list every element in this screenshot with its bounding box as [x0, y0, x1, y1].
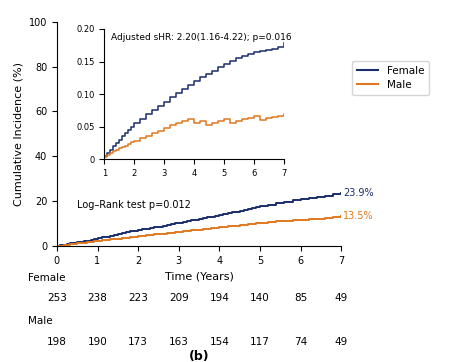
Text: 209: 209	[169, 293, 189, 303]
Text: Log–Rank test p=0.012: Log–Rank test p=0.012	[77, 200, 191, 210]
Text: 49: 49	[335, 293, 348, 303]
Text: 23.9%: 23.9%	[343, 188, 374, 198]
Text: 190: 190	[88, 337, 108, 347]
Legend: Female, Male: Female, Male	[352, 60, 429, 95]
Text: 253: 253	[47, 293, 67, 303]
Text: 13.5%: 13.5%	[343, 211, 374, 221]
Text: Adjusted sHR: 2.20(1.16-4.22); p=0.016: Adjusted sHR: 2.20(1.16-4.22); p=0.016	[111, 33, 292, 42]
Text: 173: 173	[128, 337, 148, 347]
Text: 194: 194	[210, 293, 229, 303]
Text: Female: Female	[28, 273, 66, 283]
Text: 163: 163	[169, 337, 189, 347]
Text: 238: 238	[88, 293, 108, 303]
Text: 223: 223	[128, 293, 148, 303]
Text: 198: 198	[47, 337, 67, 347]
Text: 154: 154	[210, 337, 229, 347]
Text: 74: 74	[294, 337, 307, 347]
Text: 117: 117	[250, 337, 270, 347]
Text: 140: 140	[250, 293, 270, 303]
X-axis label: Time (Years): Time (Years)	[164, 272, 234, 281]
Text: Male: Male	[28, 316, 53, 327]
Text: 49: 49	[335, 337, 348, 347]
Text: (b): (b)	[189, 350, 210, 362]
Y-axis label: Cumulative Incidence (%): Cumulative Incidence (%)	[13, 62, 23, 206]
Text: 85: 85	[294, 293, 307, 303]
